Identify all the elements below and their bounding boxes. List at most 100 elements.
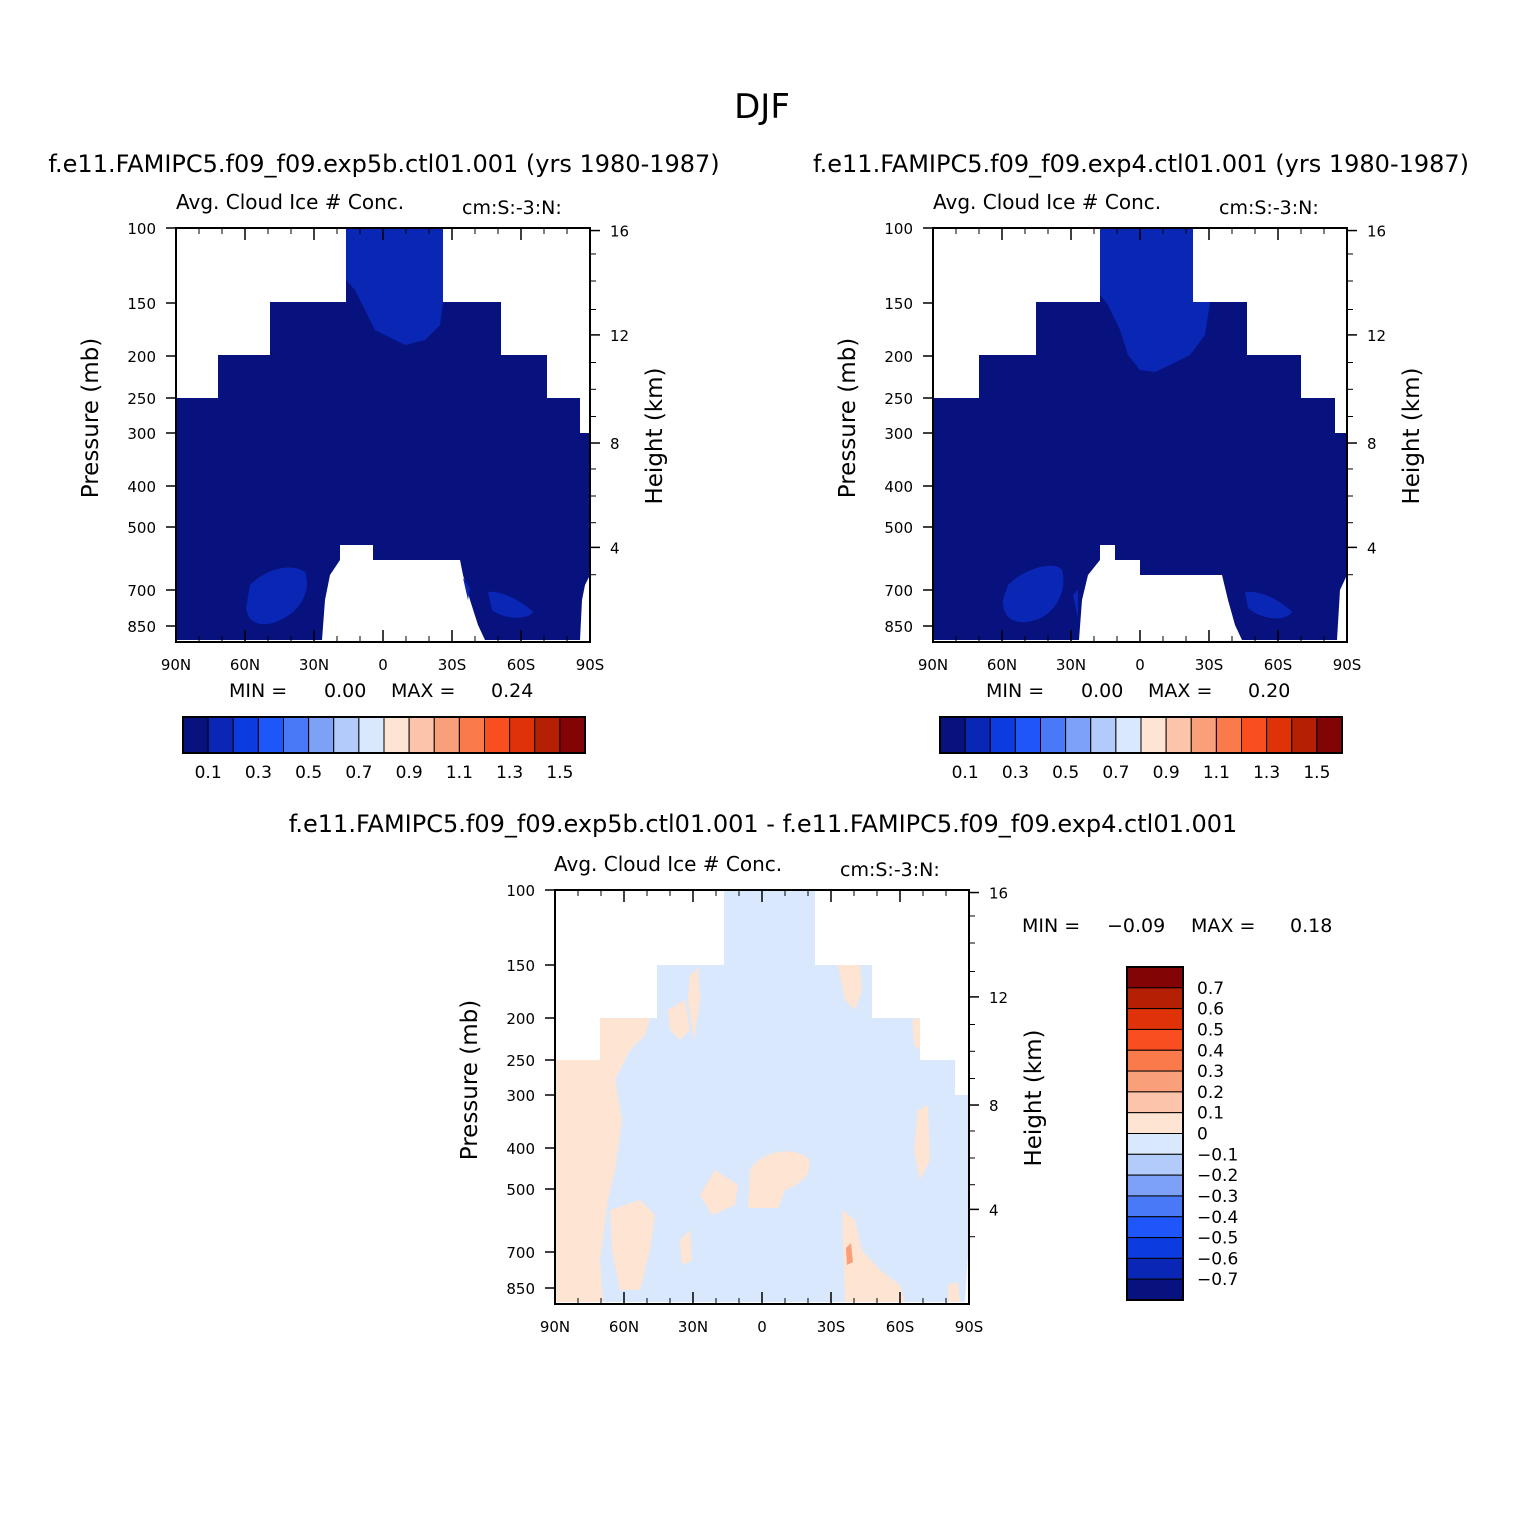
cloud-ice-contour <box>246 567 308 625</box>
max-label: MAX = <box>1148 680 1212 702</box>
colorbar-swatch <box>408 716 435 754</box>
x-tick-label: 90N <box>161 656 191 674</box>
colorbar-label: 0.2 <box>1197 1083 1224 1103</box>
y-tick-label: 500 <box>127 519 156 537</box>
y-tick-label: 100 <box>127 220 156 238</box>
panel-right-string: cm:S:-3:N: <box>840 859 940 881</box>
diff-contour-positive-strong <box>846 1243 853 1265</box>
max-value: 0.24 <box>491 680 533 702</box>
x-tick-label: 90N <box>540 1318 570 1336</box>
y-tick-label: 500 <box>506 1181 535 1199</box>
cloud-ice-contour <box>1002 565 1064 623</box>
colorbar-label: 0.5 <box>1052 763 1079 783</box>
colorbar-label: −0.5 <box>1197 1229 1238 1249</box>
cloud-ice-contour <box>1245 591 1292 619</box>
cloud-ice-field <box>933 228 1347 640</box>
colorbar-swatch <box>333 716 360 754</box>
colorbar: 0.1 0.3 0.5 0.7 0.9 1.1 1.3 1.5 <box>182 716 586 783</box>
colorbar: 0.1 0.3 0.5 0.7 0.9 1.1 1.3 1.5 <box>939 716 1343 783</box>
x-tick-label: 60N <box>609 1318 639 1336</box>
diff-field-negative <box>555 890 969 1302</box>
colorbar-swatch <box>1115 716 1142 754</box>
colorbar-swatch <box>1126 1237 1184 1259</box>
min-value: 0.00 <box>324 680 366 702</box>
min-value: 0.00 <box>1081 680 1123 702</box>
colorbar-swatch <box>1316 716 1343 754</box>
colorbar-swatch <box>484 716 511 754</box>
x-tick-label: 60S <box>886 1318 915 1336</box>
y-tick-label: 250 <box>884 390 913 408</box>
colorbar-label: 1.1 <box>1203 763 1230 783</box>
colorbar-swatch <box>1126 1195 1184 1218</box>
x-tick-label: 30S <box>438 656 467 674</box>
colorbar-swatch <box>383 716 410 754</box>
x-tick-label: 30S <box>817 1318 846 1336</box>
colorbar-label: −0.2 <box>1197 1166 1238 1186</box>
x-tick-label: 60N <box>987 656 1017 674</box>
y-tick-label: 250 <box>506 1052 535 1070</box>
plot-area <box>555 890 969 1304</box>
colorbar-swatch <box>1241 716 1268 754</box>
panel-case-title: f.e11.FAMIPC5.f09_f09.exp5b.ctl01.001 (y… <box>48 150 719 178</box>
y2-tick-label: 4 <box>610 539 620 557</box>
colorbar-swatch <box>1126 1070 1184 1093</box>
y2-tick-label: 8 <box>610 435 620 453</box>
y2-axis-label: Height (km) <box>1021 1029 1047 1166</box>
colorbar-swatch <box>1140 716 1167 754</box>
y-tick-label: 150 <box>506 957 535 975</box>
max-label: MAX = <box>1191 915 1255 937</box>
colorbar-swatch <box>207 716 234 754</box>
colorbar-swatch <box>1065 716 1092 754</box>
cloud-ice-contour <box>346 228 443 345</box>
colorbar-swatch <box>433 716 460 754</box>
y-tick-label: 100 <box>884 220 913 238</box>
colorbar-swatch <box>257 716 284 754</box>
colorbar-frame <box>182 716 586 754</box>
max-label: MAX = <box>391 680 455 702</box>
colorbar-label: 1.5 <box>546 763 573 783</box>
colorbar-swatch <box>1126 1008 1184 1030</box>
x-tick-label: 30S <box>1195 656 1224 674</box>
min-value: −0.09 <box>1107 915 1165 937</box>
y-tick-label: 500 <box>884 519 913 537</box>
colorbar-label: 0.3 <box>1002 763 1029 783</box>
y-tick-label: 400 <box>884 478 913 496</box>
y-axis-label: Pressure (mb) <box>835 338 861 498</box>
max-value: 0.18 <box>1290 915 1332 937</box>
colorbar-frame <box>939 716 1343 754</box>
colorbar-label: 0.4 <box>1197 1041 1224 1061</box>
colorbar-swatch <box>358 716 385 754</box>
y-tick-label: 300 <box>506 1087 535 1105</box>
x-tick-label: 30N <box>678 1318 708 1336</box>
colorbar-frame <box>1126 966 1184 1301</box>
y-tick-label: 200 <box>506 1010 535 1028</box>
diff-contour-positive <box>610 1200 655 1290</box>
colorbar-label: 1.1 <box>446 763 473 783</box>
y-tick-label: 400 <box>506 1140 535 1158</box>
diff-contour-positive <box>688 968 700 1040</box>
colorbar-swatch <box>559 716 586 754</box>
colorbar-label: 0.7 <box>1102 763 1129 783</box>
colorbar-swatch <box>1126 1028 1184 1051</box>
colorbar-label: −0.4 <box>1197 1208 1238 1228</box>
diff-contour-positive <box>914 1105 930 1180</box>
x-tick-label: 90N <box>918 656 948 674</box>
colorbar-swatch <box>1126 987 1184 1010</box>
x-tick-label: 90S <box>576 656 605 674</box>
colorbar-swatch <box>283 716 310 754</box>
colorbar-label: 0.7 <box>1197 979 1224 999</box>
diff-contour-positive <box>680 1230 692 1265</box>
x-tick-label: 0 <box>378 656 388 674</box>
colorbar-swatch <box>1190 716 1217 754</box>
y-tick-label: 150 <box>127 295 156 313</box>
cloud-ice-contour <box>463 578 470 600</box>
diff-contour-positive <box>700 1170 738 1215</box>
colorbar-swatch <box>232 716 259 754</box>
colorbar-label: −0.6 <box>1197 1249 1238 1269</box>
x-tick-label: 30N <box>1056 656 1086 674</box>
y-tick-label: 700 <box>884 582 913 600</box>
y-tick-label: 300 <box>884 425 913 443</box>
panel-left-string: Avg. Cloud Ice # Conc. <box>176 190 404 214</box>
colorbar-swatch <box>939 716 966 754</box>
